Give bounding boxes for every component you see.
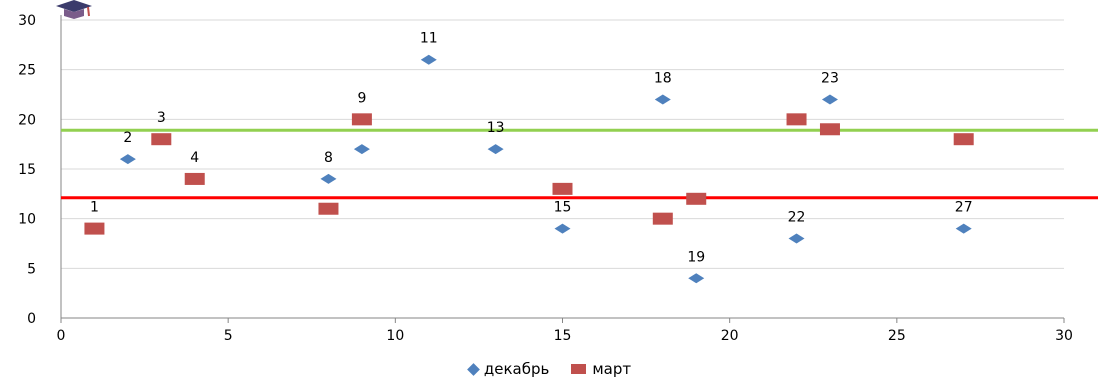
point-march [151, 133, 172, 146]
data-points [84, 54, 974, 284]
x-tick-label: 30 [1055, 328, 1073, 344]
x-tick-label: 15 [554, 328, 572, 344]
legend-label-december: декабрь [483, 360, 550, 378]
y-tick-label: 20 [18, 112, 36, 128]
point-december [420, 54, 437, 65]
axes: 0 5 10 15 20 25 30 0 5 10 15 20 25 30 [18, 13, 1073, 344]
data-label: 23 [821, 70, 839, 86]
point-march [953, 133, 974, 146]
grid-lines [61, 19, 1064, 269]
legend: декабрь март [0, 360, 1100, 378]
point-december [688, 273, 705, 284]
data-label: 1 [90, 200, 99, 216]
x-tick-label: 25 [888, 328, 906, 344]
y-tick-label: 0 [27, 311, 36, 327]
data-label: 2 [123, 130, 132, 146]
point-december [821, 94, 838, 105]
point-march [184, 172, 205, 185]
data-label: 9 [357, 90, 366, 106]
legend-item-march: март [571, 360, 631, 378]
legend-label-march: март [592, 360, 632, 378]
point-march [351, 113, 372, 126]
point-december [320, 173, 337, 184]
data-label: 11 [420, 31, 438, 47]
y-tick-label: 5 [27, 261, 36, 277]
point-march [84, 222, 105, 235]
data-label: 3 [157, 110, 166, 126]
point-december [119, 154, 136, 165]
x-tick-label: 0 [57, 328, 66, 344]
point-december [487, 144, 504, 155]
data-label: 22 [788, 210, 806, 226]
data-label: 8 [324, 150, 333, 166]
point-march [552, 182, 573, 195]
point-december [788, 233, 805, 244]
data-label: 27 [955, 200, 973, 216]
point-march [686, 192, 707, 205]
point-december [955, 223, 972, 234]
diamond-marker-icon [467, 362, 480, 376]
x-tick-label: 10 [386, 328, 404, 344]
point-march [652, 212, 673, 225]
data-label: 4 [190, 150, 199, 166]
point-december [654, 94, 671, 105]
y-tick-label: 25 [18, 63, 36, 79]
y-tick-label: 30 [18, 13, 36, 29]
data-label: 15 [554, 200, 572, 216]
data-label: 18 [654, 70, 672, 86]
point-march [786, 113, 807, 126]
y-tick-label: 10 [18, 212, 36, 228]
reference-lines [61, 128, 1098, 200]
y-tick-label: 15 [18, 162, 36, 178]
square-marker-icon [571, 364, 587, 374]
graduation-cap-icon [56, 0, 92, 19]
point-december [554, 223, 571, 234]
logo [54, 0, 94, 25]
x-tick-label: 20 [721, 328, 739, 344]
x-tick-label: 5 [224, 328, 233, 344]
legend-item-december: декабрь [467, 360, 550, 378]
data-label: 13 [487, 120, 505, 136]
point-march [318, 202, 339, 215]
point-march [819, 123, 840, 136]
data-label: 19 [687, 249, 705, 265]
point-december [353, 144, 370, 155]
